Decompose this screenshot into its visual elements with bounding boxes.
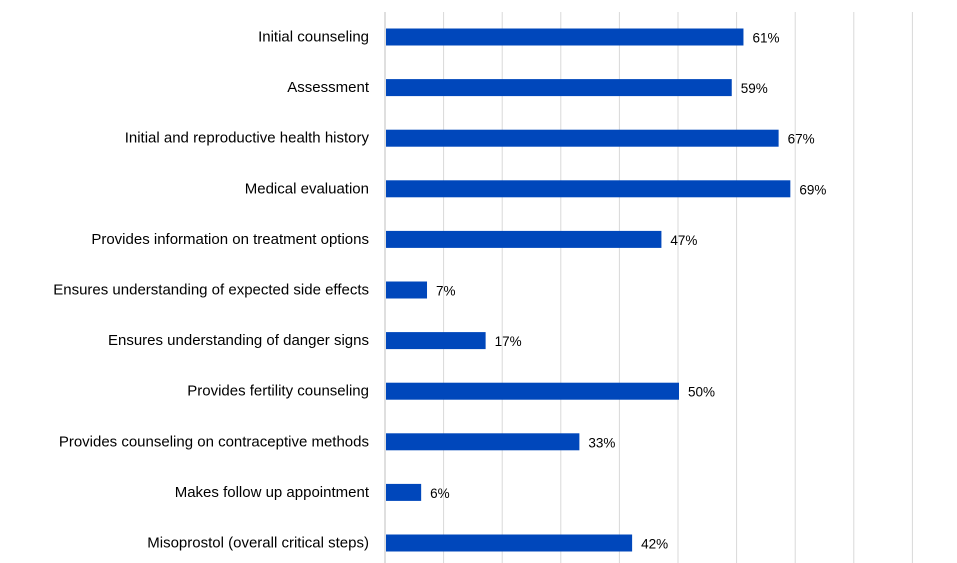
data-label: 61% xyxy=(752,31,779,46)
data-label: 59% xyxy=(741,81,768,96)
data-label: 42% xyxy=(641,537,668,552)
data-label: 47% xyxy=(670,233,697,248)
category-label: Ensures understanding of danger signs xyxy=(108,332,369,349)
bar xyxy=(386,382,679,400)
data-label: 50% xyxy=(688,385,715,400)
category-label: Initial counseling xyxy=(258,29,369,46)
category-label: Medical evaluation xyxy=(245,180,369,197)
category-label: Makes follow up appointment xyxy=(175,484,370,501)
data-label: 33% xyxy=(588,435,615,450)
category-label: Assessment xyxy=(287,79,370,96)
category-label: Initial and reproductive health history xyxy=(125,130,370,147)
value-labels: 61% 59% 67% 69% 47% 7% 17% 50% 33% 6% 42% xyxy=(430,31,826,552)
category-label: Provides fertility counseling xyxy=(187,383,369,400)
category-label: Provides counseling on contraceptive met… xyxy=(59,433,369,450)
bar xyxy=(386,534,633,552)
bar xyxy=(386,180,791,198)
data-label: 67% xyxy=(788,132,815,147)
data-label: 17% xyxy=(495,334,522,349)
bar xyxy=(386,230,662,248)
bars xyxy=(386,28,791,552)
category-label: Misoprostol (overall critical steps) xyxy=(147,535,369,552)
data-label: 7% xyxy=(436,284,456,299)
bar xyxy=(386,79,732,97)
bar xyxy=(386,281,428,299)
category-label: Ensures understanding of expected side e… xyxy=(53,282,369,299)
category-labels: Initial counseling Assessment Initial and … xyxy=(53,29,370,552)
bar xyxy=(386,332,486,350)
gridlines xyxy=(384,12,913,563)
bar xyxy=(386,129,779,147)
bar xyxy=(386,28,744,46)
data-label: 69% xyxy=(799,182,826,197)
category-label: Provides information on treatment option… xyxy=(91,231,369,248)
data-label: 6% xyxy=(430,486,450,501)
bar xyxy=(386,483,422,501)
bar xyxy=(386,433,580,451)
